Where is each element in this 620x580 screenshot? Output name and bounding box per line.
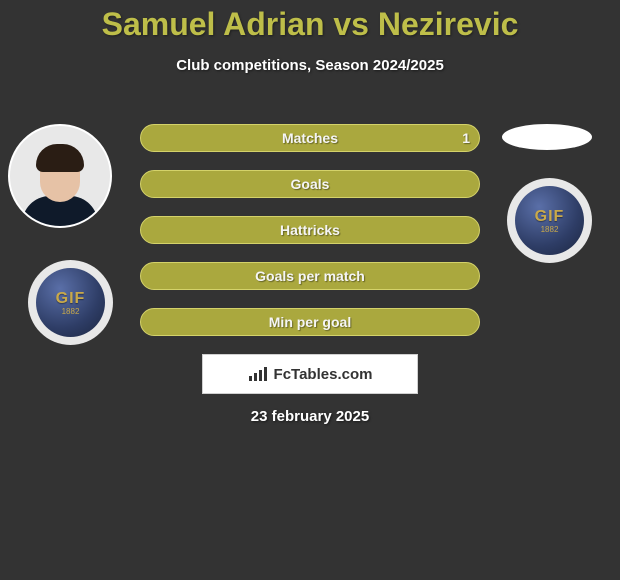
comparison-card: Samuel Adrian vs Nezirevic Club competit… [0,0,620,580]
page-title: Samuel Adrian vs Nezirevic [0,0,620,43]
stat-right-value: 1 [462,124,470,152]
stat-label: Goals per match [140,262,480,290]
stat-row-matches: Matches 1 [140,124,480,152]
stat-label: Min per goal [140,308,480,336]
avatar [30,146,90,222]
club-badge-year: 1882 [62,307,80,316]
date-label: 23 february 2025 [0,408,620,425]
stat-label: Matches [140,124,480,152]
club-badge-text: GIF [535,208,565,226]
stat-row-goals-per-match: Goals per match [140,262,480,290]
stat-label: Goals [140,170,480,198]
stat-row-hattricks: Hattricks [140,216,480,244]
player-left-photo [8,124,112,228]
stats-panel: Matches 1 Goals Hattricks Goals per matc… [140,124,480,354]
club-badge-left-inner: GIF 1882 [36,268,105,337]
source-logo: FcTables.com [202,354,418,394]
club-badge-right-inner: GIF 1882 [515,186,584,255]
club-badge-text: GIF [56,290,86,308]
subtitle: Club competitions, Season 2024/2025 [0,57,620,74]
stat-row-min-per-goal: Min per goal [140,308,480,336]
club-badge-year: 1882 [541,225,559,234]
chart-icon [248,366,270,382]
player-right-photo [502,124,592,150]
stat-row-goals: Goals [140,170,480,198]
source-logo-text: FcTables.com [274,366,373,383]
club-badge-left: GIF 1882 [28,260,113,345]
club-badge-right: GIF 1882 [507,178,592,263]
stat-label: Hattricks [140,216,480,244]
